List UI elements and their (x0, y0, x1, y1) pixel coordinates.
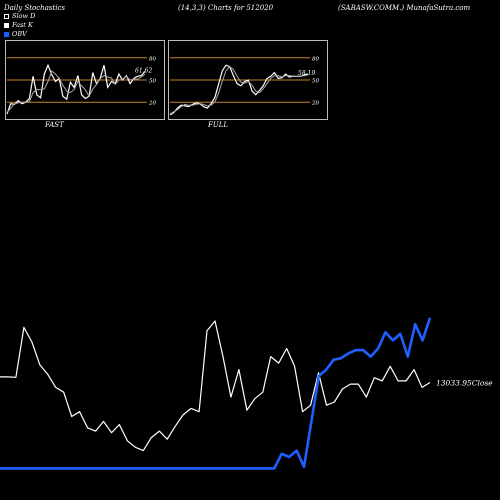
series-close (0, 320, 431, 452)
fast-value-label: 61.62 (135, 67, 152, 74)
fast-stochastics-panel: 80 50 20 61.62 (5, 40, 165, 120)
fast-panel-label: FAST (45, 121, 64, 129)
legend-label-slow-d: Slow D (12, 12, 36, 20)
chart-title-right: (SABASW.COMM.) MunafaSutra.com (338, 4, 471, 12)
legend-label-obv: OBV (12, 30, 27, 38)
full-series-slow-d (169, 66, 309, 115)
legend-swatch-slow-d (4, 13, 9, 19)
chart-title-center: (14,3,3) Charts for 512020 (178, 4, 274, 12)
series-obv (0, 317, 432, 470)
legend-swatch-fast-k (4, 22, 9, 28)
full-panel-label: FULL (208, 121, 229, 129)
full-series-fast-k (169, 64, 309, 116)
close-value-label: 13033.95Close (436, 379, 493, 388)
full-stochastics-panel: 80 50 20 58.19 (168, 40, 328, 120)
full-frame (168, 40, 328, 120)
full-value-label: 58.19 (298, 70, 315, 77)
full-tick-80: 80 (312, 56, 319, 62)
chart-title-left: Daily Stochastics (4, 4, 66, 12)
fast-tick-80: 80 (149, 56, 156, 62)
fast-series-fast-k (6, 63, 146, 115)
legend-swatch-obv (4, 31, 9, 37)
full-tick-50: 50 (312, 79, 319, 85)
price-obv-chart: 13033.95Close (0, 317, 493, 470)
legend-item-slow-d: Slow D (4, 12, 35, 20)
fast-frame (5, 40, 165, 120)
fast-tick-50: 50 (149, 79, 156, 85)
legend-label-fast-k: Fast K (12, 21, 33, 29)
legend-item-obv: OBV (4, 30, 27, 38)
fast-series-slow-d (6, 70, 146, 113)
fast-tick-20: 20 (148, 101, 156, 107)
full-tick-20: 20 (311, 101, 319, 107)
legend-item-fast-k: Fast K (4, 21, 33, 29)
